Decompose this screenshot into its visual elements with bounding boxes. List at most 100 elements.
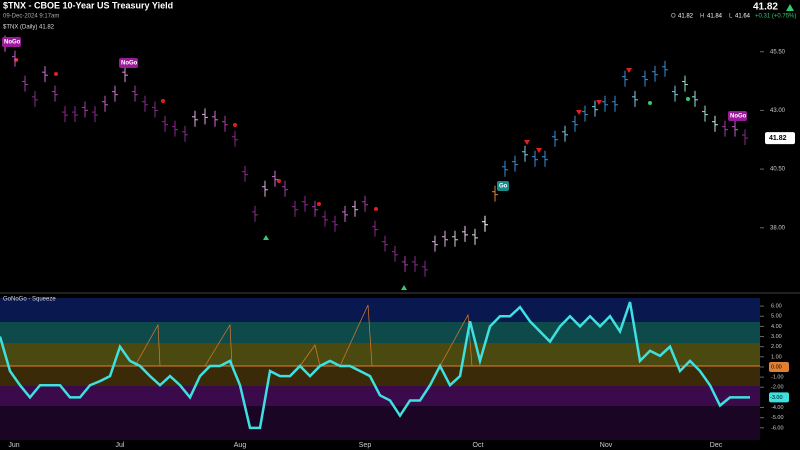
y-tick-label: 6.00 (771, 304, 782, 310)
price-bar (552, 130, 558, 147)
price-bar (192, 110, 198, 127)
price-bar (142, 95, 148, 112)
price-bar (562, 125, 568, 142)
low-label: L (729, 14, 733, 20)
x-tick-label: Dec (710, 442, 723, 449)
price-bar (392, 245, 398, 262)
x-tick-label: Jul (116, 442, 125, 449)
price-bar (502, 160, 508, 177)
price-bar (652, 65, 658, 82)
price-bar (692, 90, 698, 107)
price-bar (12, 50, 18, 67)
y-tick-label: 5.00 (771, 314, 782, 320)
y-tick-label: -2.00 (771, 385, 784, 391)
price-bar (672, 85, 678, 102)
price-bar (132, 85, 138, 102)
price-bar (232, 130, 238, 147)
price-bar (32, 90, 38, 107)
price-bar (492, 185, 498, 202)
price-bar (732, 120, 738, 137)
price-bar (62, 106, 68, 123)
annotation: NoGo (4, 40, 21, 46)
x-tick-label: Aug (234, 442, 247, 449)
panel-title: $TNX (Daily) 41.82 (3, 25, 55, 31)
current-label: -3.00 (770, 395, 783, 401)
price-bar (432, 235, 438, 252)
price-bar (632, 90, 638, 107)
x-tick-label: Jun (8, 442, 19, 449)
price-bar (452, 230, 458, 247)
price-bar (162, 115, 168, 132)
price-bar (242, 165, 248, 182)
price-bar (82, 101, 88, 118)
price-bar (182, 125, 188, 142)
price-label-box (765, 132, 795, 145)
price-bar (712, 115, 718, 132)
price-bar (42, 66, 48, 83)
price-bar (532, 150, 538, 167)
price-bar (102, 95, 108, 112)
price-bar (202, 108, 208, 125)
current-label-box (769, 392, 789, 403)
price-bar (332, 215, 338, 232)
y-tick-label: -4.00 (771, 405, 784, 411)
annotation: NoGo (121, 61, 138, 67)
price-bar (622, 70, 628, 87)
price-bar (382, 235, 388, 252)
last-price: 41.82 (753, 2, 778, 13)
y-tick-label: 43.00 (770, 108, 786, 114)
zero-label-box (769, 361, 789, 372)
price-bar (302, 195, 308, 212)
title: $TNX - CBOE 10-Year US Treasury Yield (3, 0, 173, 10)
price-bar (342, 205, 348, 222)
price-bar (472, 228, 478, 245)
price-bar (222, 115, 228, 132)
price-bar (372, 220, 378, 237)
price-bar (612, 95, 618, 112)
y-tick-label: 45.50 (770, 49, 786, 55)
annotation-box (2, 37, 21, 47)
high-label: H (700, 14, 704, 20)
band (0, 322, 760, 343)
y-tick-label: -6.00 (771, 425, 784, 431)
annotation: Go (499, 184, 508, 190)
price-bar (52, 85, 58, 102)
price-bar (292, 200, 298, 217)
price-bar (152, 101, 158, 118)
price-bar (512, 155, 518, 172)
open: 41.82 (678, 14, 694, 20)
change: +0.31 (+0.75%) (755, 14, 796, 20)
price-bar (352, 200, 358, 217)
price-bar (72, 106, 78, 123)
price-bar (662, 60, 668, 77)
band (0, 298, 760, 322)
x-tick-label: Nov (600, 442, 613, 449)
price-bar (322, 210, 328, 227)
annotation-box (119, 58, 138, 68)
squeeze (134, 304, 473, 367)
annotation-box (728, 111, 747, 121)
price-label: 41.82 (769, 135, 787, 142)
y-tick-label: -5.00 (771, 415, 784, 421)
price-bar (22, 75, 28, 92)
price-bar (252, 205, 258, 222)
price-bar (722, 120, 728, 137)
y-tick-label: 1.00 (771, 354, 782, 360)
price-bar (702, 105, 708, 122)
price-bar (422, 260, 428, 277)
open-label: O (671, 14, 676, 20)
y-tick-label: 3.00 (771, 334, 782, 340)
price-bar (542, 150, 548, 167)
price-bar (682, 75, 688, 92)
price-bar (462, 225, 468, 242)
y-tick-label: 2.00 (771, 344, 782, 350)
panel-title: GoNoGo - Squeeze (3, 297, 56, 303)
price-bar (212, 110, 218, 127)
price-bar (642, 70, 648, 87)
price-bar (272, 170, 278, 187)
price-bar (362, 195, 368, 212)
price-bar (522, 145, 528, 162)
price-bar (402, 255, 408, 272)
price-bar (122, 66, 128, 83)
price-bar (92, 106, 98, 123)
